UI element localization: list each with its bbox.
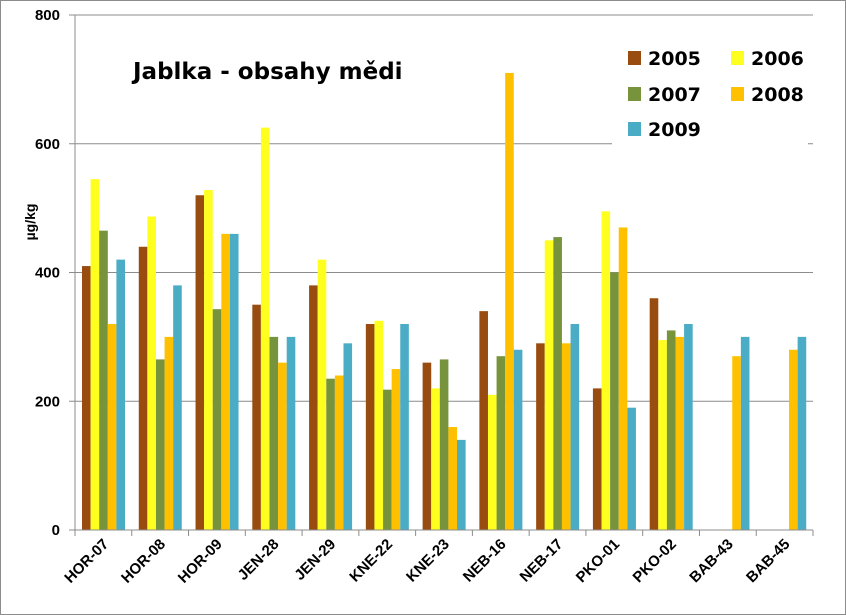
bar-KNE-23-2008 — [448, 427, 458, 530]
chart-title: Jablka - obsahy mědi — [131, 59, 403, 85]
bar-NEB-16-2009 — [513, 349, 523, 530]
bar-HOR-09-2008 — [221, 233, 230, 531]
bar-PKO-01-2007 — [610, 272, 619, 530]
bar-HOR-09-2007 — [212, 309, 222, 530]
bar-BAB-45-2009 — [797, 336, 807, 531]
x-tick-label: BAB-45 — [743, 536, 793, 586]
x-tick-label: NEB-17 — [517, 536, 567, 586]
bar-HOR-07-2006 — [90, 179, 100, 530]
bar-HOR-08-2005 — [138, 246, 148, 530]
bar-NEB-16-2006 — [487, 394, 497, 530]
bar-HOR-07-2009 — [116, 259, 125, 531]
axes — [74, 15, 814, 536]
y-tick-label: 0 — [52, 522, 60, 539]
bar-HOR-09-2006 — [204, 190, 213, 530]
bar-KNE-22-2009 — [400, 324, 409, 530]
bar-NEB-17-2009 — [570, 324, 580, 530]
bar-JEN-28-2009 — [286, 336, 296, 531]
bar-HOR-07-2007 — [99, 230, 108, 530]
bar-HOR-08-2009 — [173, 285, 182, 531]
bar-NEB-16-2007 — [496, 356, 506, 530]
bar-JEN-29-2007 — [326, 378, 335, 530]
bars — [82, 72, 807, 531]
y-axis-label: µg/kg — [22, 204, 38, 241]
x-tick-label: KNE-22 — [346, 536, 396, 586]
bar-JEN-28-2005 — [252, 304, 261, 530]
bar-NEB-17-2008 — [561, 343, 571, 530]
legend-label-2009: 2009 — [648, 119, 701, 141]
bar-JEN-29-2006 — [317, 259, 327, 531]
legend-label-2006: 2006 — [751, 48, 804, 70]
x-tick-label: HOR-07 — [61, 536, 112, 587]
bar-KNE-22-2007 — [383, 389, 392, 530]
legend-swatch-2009 — [628, 122, 641, 136]
bar-KNE-23-2009 — [457, 439, 466, 531]
bar-KNE-23-2005 — [422, 362, 432, 531]
bar-HOR-08-2008 — [164, 336, 174, 531]
bar-PKO-01-2009 — [627, 407, 636, 530]
x-tick-label: KNE-23 — [403, 536, 453, 586]
y-tick-labels: 0 200 400 600 800 — [35, 7, 60, 539]
bar-HOR-09-2005 — [195, 195, 205, 530]
legend-label-2007: 2007 — [648, 84, 701, 106]
bar-KNE-22-2006 — [374, 320, 384, 530]
y-tick-label: 200 — [35, 393, 60, 410]
bar-NEB-16-2005 — [479, 311, 488, 531]
bar-BAB-43-2009 — [740, 336, 750, 531]
legend-swatch-2006 — [731, 51, 744, 65]
bar-PKO-01-2008 — [618, 227, 628, 530]
bar-PKO-02-2007 — [666, 330, 676, 530]
x-tick-label: HOR-08 — [118, 536, 169, 587]
x-tick-label: BAB-43 — [686, 536, 736, 586]
legend-swatch-2008 — [731, 87, 744, 101]
bar-PKO-02-2006 — [658, 340, 667, 530]
bar-JEN-29-2008 — [334, 375, 344, 530]
bar-KNE-22-2005 — [365, 324, 375, 530]
bar-JEN-29-2009 — [343, 343, 353, 530]
bar-NEB-17-2005 — [536, 343, 545, 530]
y-tick-label: 600 — [35, 136, 60, 153]
x-tick-label: JEN-29 — [291, 536, 339, 584]
x-tick-labels: HOR-07 HOR-08 HOR-09 JEN-28 JEN-29 KNE-22 KNE-… — [61, 536, 793, 587]
y-tick-label: 800 — [35, 7, 60, 24]
bar-KNE-23-2007 — [439, 359, 449, 530]
y-tick-label: 400 — [35, 265, 60, 282]
bar-JEN-28-2006 — [260, 127, 270, 530]
x-tick-label: PKO-02 — [630, 536, 680, 586]
bar-HOR-08-2006 — [147, 216, 156, 531]
legend-box — [612, 40, 808, 150]
x-tick-label: JEN-28 — [235, 536, 283, 584]
bar-HOR-08-2007 — [155, 359, 165, 530]
bar-JEN-28-2007 — [269, 336, 279, 531]
bar-JEN-29-2005 — [309, 285, 318, 531]
legend-swatch-2005 — [628, 51, 641, 65]
bar-KNE-23-2006 — [431, 388, 440, 531]
bar-KNE-22-2008 — [391, 369, 401, 530]
bar-PKO-01-2005 — [592, 388, 602, 531]
bar-NEB-17-2006 — [544, 240, 554, 530]
x-tick-label: NEB-16 — [460, 536, 510, 586]
bar-PKO-02-2008 — [675, 336, 685, 531]
legend: 2005 2006 2007 2008 2009 — [628, 48, 804, 141]
x-tick-label: PKO-01 — [573, 536, 623, 586]
legend-label-2005: 2005 — [648, 48, 701, 70]
bar-NEB-16-2008 — [505, 72, 514, 530]
bar-HOR-07-2008 — [107, 324, 117, 530]
bar-HOR-09-2009 — [229, 233, 239, 531]
bar-HOR-07-2005 — [82, 266, 91, 530]
x-tick-label: HOR-09 — [175, 536, 226, 587]
bar-BAB-43-2008 — [732, 356, 741, 530]
legend-swatch-2007 — [628, 87, 641, 101]
bar-NEB-17-2007 — [553, 237, 562, 530]
legend-label-2008: 2008 — [751, 84, 804, 106]
bar-PKO-02-2005 — [649, 298, 659, 530]
bar-JEN-28-2008 — [278, 362, 287, 531]
bar-PKO-02-2009 — [684, 324, 693, 530]
bar-PKO-01-2006 — [601, 211, 611, 530]
bar-BAB-45-2008 — [789, 349, 798, 530]
